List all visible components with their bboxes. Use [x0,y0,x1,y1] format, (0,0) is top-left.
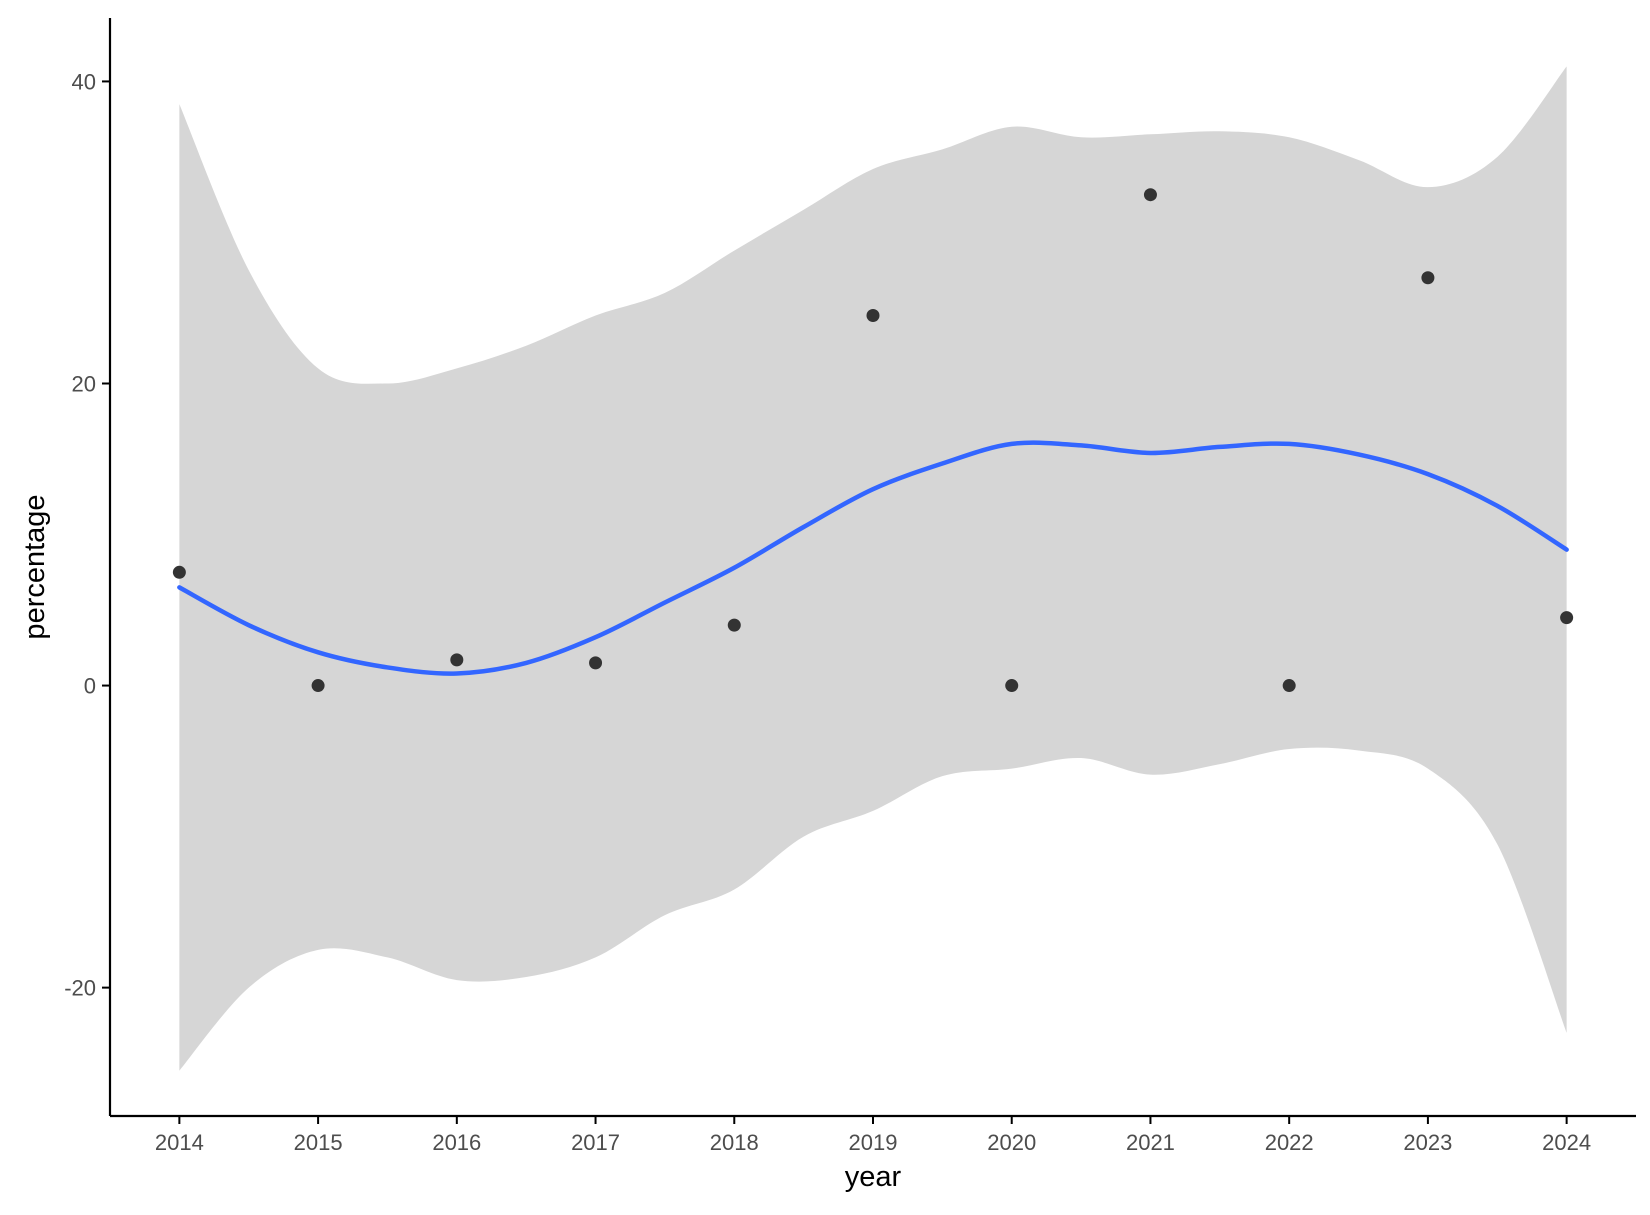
data-point [1005,679,1019,693]
data-point [1282,679,1296,693]
y-tick-label: -20 [64,976,96,1001]
x-tick-label: 2022 [1265,1130,1314,1155]
x-tick-label: 2017 [571,1130,620,1155]
x-tick-label: 2019 [849,1130,898,1155]
y-axis-title: percentage [19,494,51,639]
x-tick-label: 2020 [987,1130,1036,1155]
x-tick-label: 2015 [294,1130,343,1155]
x-tick-label: 2014 [155,1130,204,1155]
x-axis-title: year [845,1161,902,1193]
y-tick-label: 40 [72,69,96,94]
x-tick-label: 2023 [1403,1130,1452,1155]
data-point [450,653,464,667]
y-tick-label: 0 [84,674,96,699]
data-point [727,618,741,632]
smooth-line [177,440,1569,676]
x-tick-label: 2024 [1542,1130,1591,1155]
data-point [866,309,880,323]
x-tick-label: 2021 [1126,1130,1175,1155]
x-tick-label: 2018 [710,1130,759,1155]
data-point [1560,611,1574,625]
data-point [1421,271,1435,285]
data-point [589,656,603,670]
x-tick-label: 2016 [432,1130,481,1155]
y-tick-label: 20 [72,371,96,396]
data-point [172,565,186,579]
data-point [311,679,325,693]
confidence-ribbon [179,66,1567,1071]
data-point [1143,188,1157,202]
